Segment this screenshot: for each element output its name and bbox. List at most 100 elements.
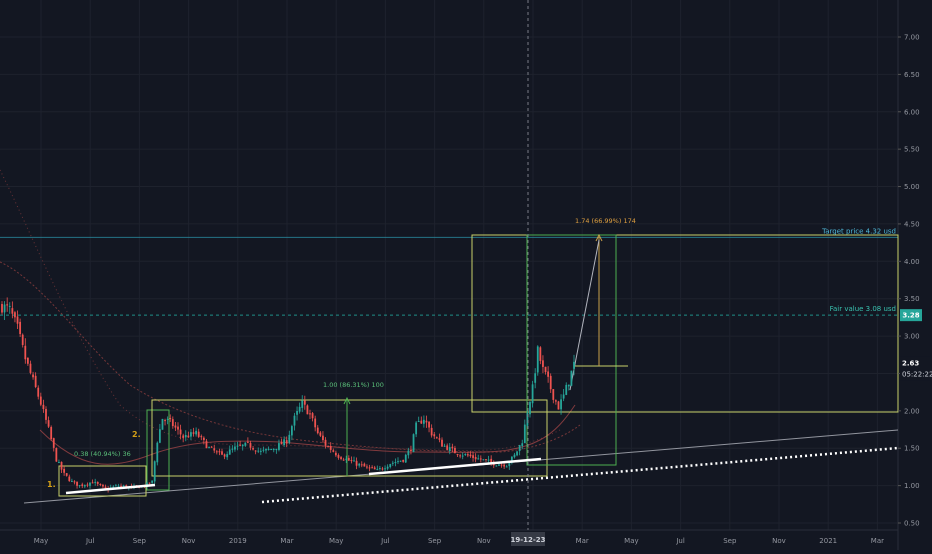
candle-body [303,400,306,405]
candle-body [503,464,506,467]
candle-body [417,421,420,423]
impulse-box-1 [146,409,170,491]
candle-body [164,420,166,422]
candle-body [521,443,524,446]
candle-body [47,420,50,427]
candle-body [410,449,412,451]
candle-body [500,464,503,466]
candle-body [213,448,216,451]
candle-body [272,449,275,451]
candle-body [529,402,531,415]
candle-body [345,458,348,460]
measure-arrow-2-head [343,396,351,405]
candle-body [544,366,547,373]
candle-body [350,460,353,462]
candle-body [254,450,257,452]
candle-body [311,413,314,419]
x-tick-label: Nov [772,537,786,545]
candle-body [366,466,368,468]
cursor-date-label: 19-12-23 [510,536,545,544]
candle-body [161,418,164,430]
candle-body [249,443,252,448]
candle-body [231,448,234,450]
candle-body [340,457,342,459]
candle-body [182,435,185,438]
candle-body [407,450,410,456]
candle-body [309,413,311,415]
candle-body [65,473,68,476]
candle-body [536,346,539,373]
horizontal-gridlines [0,36,898,524]
candle-body [259,450,262,452]
candle-body [353,460,355,462]
candle-body [485,459,487,461]
candle-body [96,482,99,484]
candle-body [557,401,560,410]
candle-body [368,467,371,469]
candle-body [334,452,337,456]
candle-body [441,439,443,447]
candle-body [89,482,91,486]
candle-body [327,446,330,448]
range-box-1 [58,465,147,497]
candle-body [466,454,469,456]
candle-body [241,444,244,447]
last-price-badge-text: 2.63 [902,360,919,368]
candle-body [378,468,381,470]
x-tick-label: Nov [477,537,491,545]
candle-body [534,373,537,383]
candle-body [433,434,436,437]
candle-body [26,357,29,364]
candle-body [37,387,40,397]
candle-body [394,462,397,464]
candle-body [73,481,76,483]
candle-body [265,448,267,451]
candle-body [6,304,9,306]
candle-body [3,304,6,313]
candle-body [542,360,544,367]
x-tick-label: Sep [133,537,147,545]
candle-body [228,449,231,455]
candle-body [518,445,521,451]
x-tick-label: Nov [182,537,196,545]
candle-body [376,469,379,471]
candle-body [347,458,350,461]
candle-body [148,482,151,484]
candle-body [14,312,16,318]
candle-body [285,440,288,444]
candle-body [288,434,291,443]
range-box-2 [151,399,548,477]
candle-body [322,435,324,441]
candle-body [430,427,433,436]
candle-body [402,459,405,462]
candle-body [316,427,319,434]
candle-body [391,462,394,464]
candle-body [412,434,415,453]
candle-body [179,429,182,435]
candle-body [190,432,192,437]
candle-body [169,418,172,420]
candle-body [99,484,102,486]
candle-body [301,400,304,408]
candle-body [384,468,386,470]
candle-body [215,451,218,453]
candle-body [298,406,301,412]
x-tick-label: Jul [380,537,390,545]
candle-body [32,374,34,378]
time-axis: May Jul Sep Nov 2019 Mar May Jul Sep Nov Mar May Jul… [34,537,884,545]
candle-body [86,484,89,486]
y-tick-label: 6.50 [904,71,920,79]
y-tick-label: 7.00 [904,34,920,42]
x-tick-label: Sep [723,537,737,545]
candle-body [267,448,270,450]
target-box [471,234,899,413]
candle-body [55,448,58,462]
candle-body [246,441,249,443]
candle-body [239,444,242,446]
candle-body [91,482,94,484]
candle-body [495,465,498,467]
candle-body [70,480,73,482]
candle-body [278,443,280,450]
candle-body [389,464,392,468]
candle-body [562,394,565,399]
